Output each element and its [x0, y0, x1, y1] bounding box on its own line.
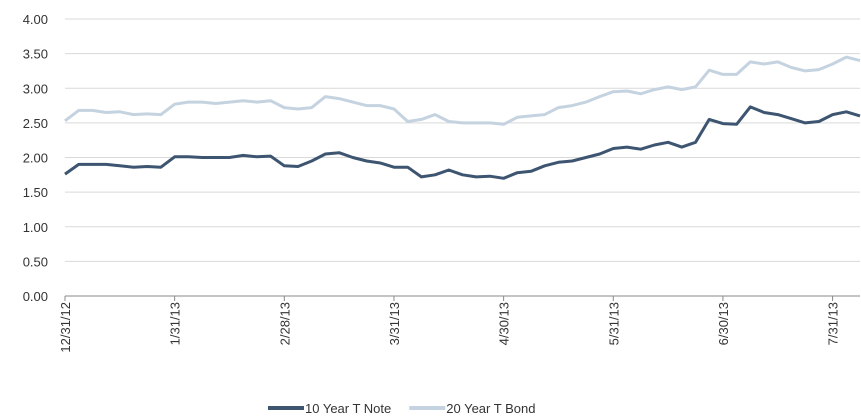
y-tick-label: 2.50	[23, 116, 48, 131]
x-tick-label: 1/31/13	[168, 302, 183, 345]
y-tick-label: 0.00	[23, 289, 48, 304]
x-tick-label: 4/30/13	[497, 302, 512, 345]
y-tick-label: 4.00	[23, 12, 48, 27]
y-tick-label: 0.50	[23, 254, 48, 269]
y-tick-label: 3.50	[23, 47, 48, 62]
legend-label: 10 Year T Note	[305, 401, 391, 416]
x-tick-label: 2/28/13	[277, 302, 292, 345]
legend-label: 20 Year T Bond	[446, 401, 535, 416]
x-tick-label: 6/30/13	[716, 302, 731, 345]
y-tick-label: 2.00	[23, 151, 48, 166]
series-line	[64, 105, 861, 180]
y-tick-label: 3.00	[23, 81, 48, 96]
y-tick-label: 1.50	[23, 185, 48, 200]
y-tick-label: 1.00	[23, 220, 48, 235]
x-tick-label: 7/31/13	[826, 302, 841, 345]
x-tick-label: 12/31/12	[58, 302, 73, 353]
series-line	[64, 55, 861, 126]
x-tick-label: 5/31/13	[606, 302, 621, 345]
x-tick-label: 3/31/13	[387, 302, 402, 345]
